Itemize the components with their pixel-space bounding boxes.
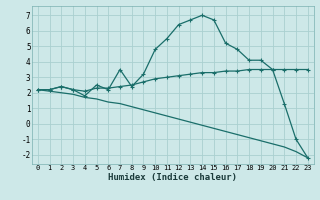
X-axis label: Humidex (Indice chaleur): Humidex (Indice chaleur) <box>108 173 237 182</box>
